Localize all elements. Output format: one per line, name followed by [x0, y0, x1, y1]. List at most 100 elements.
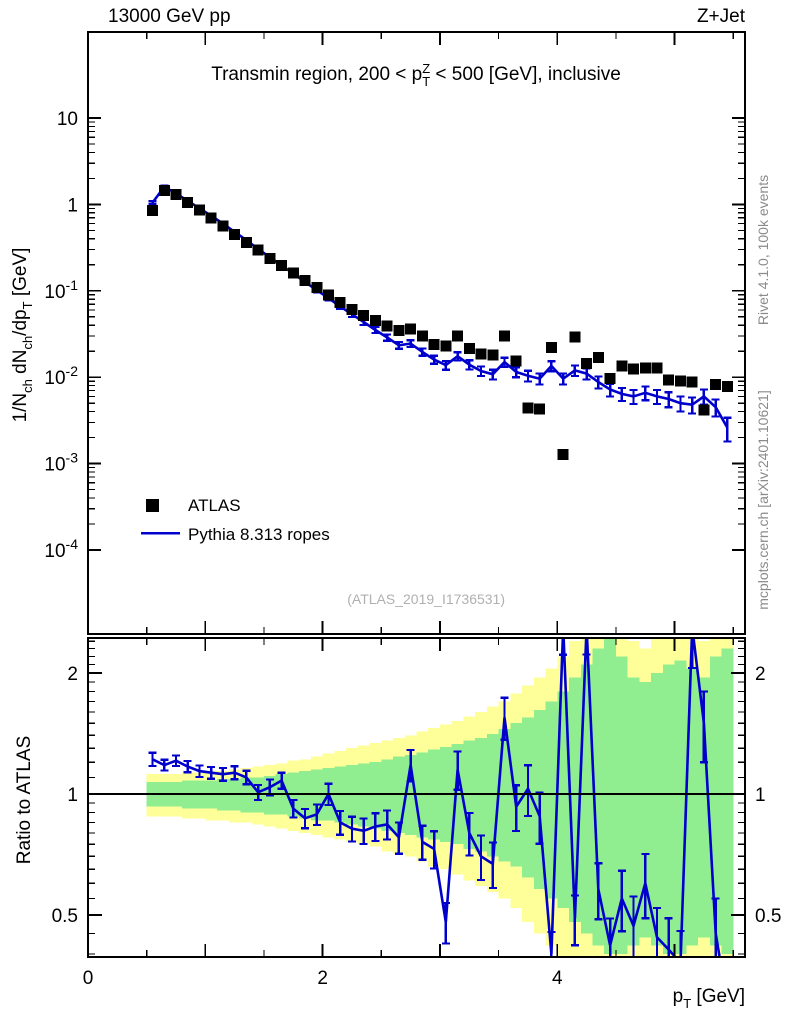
main-ytick-label: 10-3	[44, 450, 78, 476]
band-inner-segment	[369, 762, 382, 829]
analysis-watermark: (ATLAS_2019_I1736531)	[347, 591, 505, 607]
data-marker	[393, 325, 405, 337]
band-inner-segment	[615, 656, 628, 954]
ylabel-sub-3: T	[20, 301, 35, 309]
main-panel-frame	[87, 31, 746, 635]
band-inner-segment	[357, 763, 370, 827]
data-marker	[264, 252, 276, 264]
main-ytick-label: 10-4	[44, 536, 78, 562]
x-axis-tick-labels: 0 2 4	[83, 968, 563, 989]
main-ytick-label: 10	[57, 109, 78, 130]
main-ytick-label: 1	[67, 195, 78, 216]
data-marker	[182, 197, 194, 209]
band-inner-segment	[674, 660, 687, 954]
data-marker	[405, 323, 417, 335]
ratio-ytick-label-left: 1	[67, 785, 78, 806]
data-marker	[686, 376, 698, 388]
data-marker	[229, 228, 241, 240]
title-part-1: Transmin region, 200 < p	[211, 64, 422, 85]
data-marker	[569, 331, 581, 343]
band-inner-segment	[416, 752, 429, 838]
data-marker	[381, 320, 393, 332]
data-marker	[147, 204, 159, 216]
ylabel-part-1: 1/N	[10, 393, 31, 423]
data-marker	[581, 357, 593, 369]
ratio-ytick-label-right: 1	[755, 785, 766, 806]
data-marker	[721, 381, 733, 393]
panel-title: Transmin region, 200 < pZ T < 500 [GeV], …	[211, 61, 621, 89]
data-marker	[416, 330, 428, 342]
xlabel-part-2: [GeV]	[691, 986, 745, 1007]
band-inner-segment	[592, 648, 605, 946]
data-marker	[369, 314, 381, 326]
ratio-ytick-label-right: 2	[755, 664, 766, 685]
xtick-label: 0	[83, 968, 94, 989]
band-inner-segment	[580, 664, 593, 934]
band-inner-segment	[627, 677, 640, 946]
data-marker	[334, 296, 346, 308]
band-inner-segment	[639, 681, 652, 938]
data-marker	[639, 362, 651, 374]
data-marker	[440, 340, 452, 352]
band-inner-segment	[569, 677, 581, 923]
data-marker	[592, 351, 604, 363]
data-marker	[205, 212, 217, 224]
band-inner-segment	[545, 701, 558, 899]
data-marker	[510, 355, 522, 367]
beam-energy-label: 13000 GeV pp	[108, 6, 231, 27]
band-inner-segment	[686, 668, 699, 946]
ratio-ylabel: Ratio to ATLAS	[14, 736, 35, 865]
band-inner-segment	[310, 769, 323, 821]
xlabel-sub: T	[683, 996, 691, 1011]
title-part-2: < 500 [GeV], inclusive	[430, 64, 621, 85]
main-panel-tick-labels: 10 1 10-1 10-2 10-3 10-4	[44, 109, 78, 562]
mc-line-ratio	[151, 639, 721, 956]
band-inner-segment	[604, 638, 616, 954]
ratio-ytick-label-left: 2	[67, 664, 78, 685]
ylabel-part-2: dN	[10, 350, 31, 380]
data-marker	[452, 330, 464, 342]
xtick-label: 4	[552, 968, 563, 989]
mcplots-source-label: mcplots.cern.ch [arXiv:2401.10621]	[755, 390, 771, 609]
data-marker	[628, 363, 640, 375]
legend: ATLAS Pythia 8.313 ropes	[141, 496, 330, 544]
data-marker	[299, 274, 311, 286]
main-ylabel: 1/Nch dNch/dpT [GeV]	[10, 248, 35, 423]
band-inner-segment	[381, 759, 394, 831]
xlabel-part-1: p	[673, 986, 684, 1007]
data-marker	[323, 289, 335, 301]
ratio-ytick-label-right: 0.5	[755, 906, 781, 927]
rivet-version-label: Rivet 4.1.0, 100k events	[755, 175, 771, 325]
data-marker	[252, 244, 264, 256]
data-marker	[663, 374, 675, 386]
data-marker	[346, 303, 358, 315]
band-inner-segment	[498, 729, 511, 862]
band-inner-segment	[721, 648, 734, 954]
data-marker	[217, 220, 229, 232]
band-inner-segment	[651, 673, 663, 946]
ylabel-part-3: /dp	[10, 309, 31, 335]
svg-text:pT [GeV]: pT [GeV]	[673, 986, 745, 1011]
data-marker	[604, 372, 616, 384]
data-marker	[240, 237, 252, 249]
band-inner-segment	[557, 691, 570, 909]
legend-marker-atlas	[146, 499, 159, 512]
data-marker	[557, 448, 569, 460]
data-marker	[358, 309, 370, 321]
data-marker	[522, 402, 534, 414]
data-marker	[710, 379, 722, 391]
title-sup: Z	[422, 61, 430, 76]
data-marker	[170, 189, 182, 201]
data-marker	[428, 338, 440, 350]
band-inner-segment	[240, 777, 253, 813]
mc-curve-ratio	[148, 639, 721, 956]
data-marker	[487, 349, 499, 361]
title-sub: T	[422, 74, 430, 89]
xtick-label: 2	[317, 968, 328, 989]
data-marker	[616, 360, 628, 372]
data-marker	[311, 282, 323, 294]
data-marker	[498, 330, 510, 342]
data-marker	[463, 342, 475, 354]
data-marker	[276, 260, 288, 272]
